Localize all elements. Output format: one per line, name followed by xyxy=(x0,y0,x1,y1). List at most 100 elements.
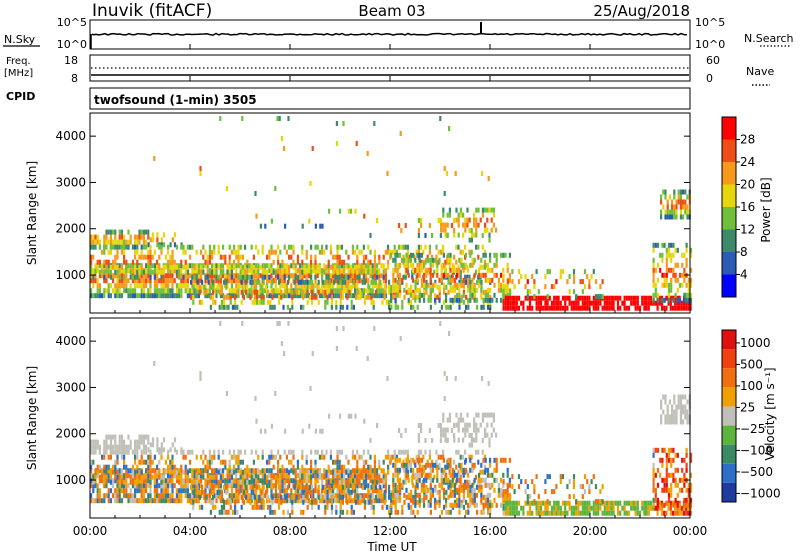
power-cell xyxy=(490,207,493,213)
power-cell xyxy=(191,244,194,250)
power-cell xyxy=(303,293,306,299)
power-cell xyxy=(343,283,346,289)
power-cell xyxy=(195,268,198,274)
power-cell xyxy=(310,274,313,280)
velocity-cell xyxy=(492,412,495,418)
power-cell xyxy=(160,278,163,284)
velocity-cell xyxy=(282,509,285,515)
velocity-cell xyxy=(614,500,617,506)
velocity-cell xyxy=(435,464,438,470)
power-cell xyxy=(517,295,521,301)
power-cell xyxy=(537,289,540,295)
velocity-cell xyxy=(445,472,448,478)
velocity-cell xyxy=(473,487,476,493)
power-cell xyxy=(677,189,680,195)
power-cell xyxy=(228,273,231,279)
velocity-cell xyxy=(326,504,329,510)
power-cell xyxy=(561,269,565,275)
velocity-cell xyxy=(334,473,337,479)
velocity-cell xyxy=(367,493,370,499)
power-cell xyxy=(230,283,233,289)
velocity-cell xyxy=(169,483,172,489)
power-cell xyxy=(338,254,341,260)
velocity-cell xyxy=(588,500,591,506)
power-cell xyxy=(138,239,141,245)
velocity-cell xyxy=(586,479,589,485)
freq-label: Freq. xyxy=(6,56,31,67)
velocity-cell xyxy=(325,483,328,489)
velocity-cell xyxy=(670,487,673,493)
velocity-cell xyxy=(581,500,584,506)
power-cell xyxy=(283,146,286,151)
velocity-cell xyxy=(425,477,428,483)
power-cell xyxy=(664,209,667,215)
power-cell xyxy=(666,209,669,215)
velocity-cell xyxy=(246,493,249,499)
power-cell xyxy=(302,304,305,310)
velocity-cell xyxy=(495,502,498,508)
velocity-cell xyxy=(305,478,308,484)
velocity-cell xyxy=(164,498,167,504)
power-cell xyxy=(191,274,194,280)
power-cell xyxy=(184,278,187,284)
velocity-cell xyxy=(403,467,406,473)
velocity-cell xyxy=(90,493,93,499)
power-cell xyxy=(131,278,134,284)
velocity-cell xyxy=(382,459,385,465)
y-tick-label: 1000 xyxy=(55,268,86,282)
velocity-cell xyxy=(667,472,671,478)
velocity-cell xyxy=(218,509,221,515)
velocity-cell xyxy=(475,474,478,480)
velocity-cell xyxy=(220,509,223,515)
velocity-cell xyxy=(259,428,262,434)
velocity-cell xyxy=(329,449,332,455)
velocity-cell xyxy=(683,457,686,463)
power-cell xyxy=(670,287,673,293)
velocity-cell xyxy=(660,505,664,511)
power-cell xyxy=(360,288,363,294)
power-cell xyxy=(682,300,686,306)
velocity-cell xyxy=(634,510,637,516)
power-cell xyxy=(211,269,214,275)
velocity-cell xyxy=(314,428,317,434)
power-cell xyxy=(136,259,139,265)
power-cell xyxy=(272,259,275,265)
power-cell xyxy=(425,257,428,263)
power-cell xyxy=(164,273,167,279)
power-cell xyxy=(120,229,123,235)
power-cell xyxy=(255,213,258,219)
power-cell xyxy=(365,278,368,284)
velocity-cell xyxy=(673,394,676,400)
velocity-cell xyxy=(227,499,230,505)
velocity-cell xyxy=(162,437,166,443)
velocity-cell xyxy=(283,449,286,455)
velocity-cell xyxy=(256,499,259,505)
power-cell xyxy=(262,294,265,300)
velocity-cell xyxy=(134,488,137,494)
power-cell xyxy=(667,252,671,258)
power-cell xyxy=(256,299,259,305)
power-cell xyxy=(362,263,365,269)
velocity-cell xyxy=(504,489,507,495)
power-cell xyxy=(384,273,387,279)
power-cell xyxy=(457,212,460,218)
power-cell xyxy=(109,249,112,255)
power-cell xyxy=(477,222,480,228)
velocity-cell xyxy=(422,454,425,460)
power-cell xyxy=(236,289,239,295)
velocity-cell xyxy=(383,499,386,505)
velocity-cell xyxy=(145,449,148,455)
colorbar-tick-label: 8 xyxy=(740,245,748,259)
power-cell xyxy=(251,279,254,285)
velocity-cell xyxy=(167,468,170,474)
power-cell xyxy=(105,234,108,240)
velocity-cell xyxy=(193,488,196,494)
velocity-cell xyxy=(672,502,675,508)
velocity-cell xyxy=(229,499,232,505)
velocity-cell xyxy=(147,464,150,470)
power-cell xyxy=(544,300,547,306)
velocity-cell xyxy=(267,494,270,500)
velocity-cell xyxy=(431,492,434,498)
power-cell xyxy=(136,234,139,240)
power-cell xyxy=(269,299,272,305)
